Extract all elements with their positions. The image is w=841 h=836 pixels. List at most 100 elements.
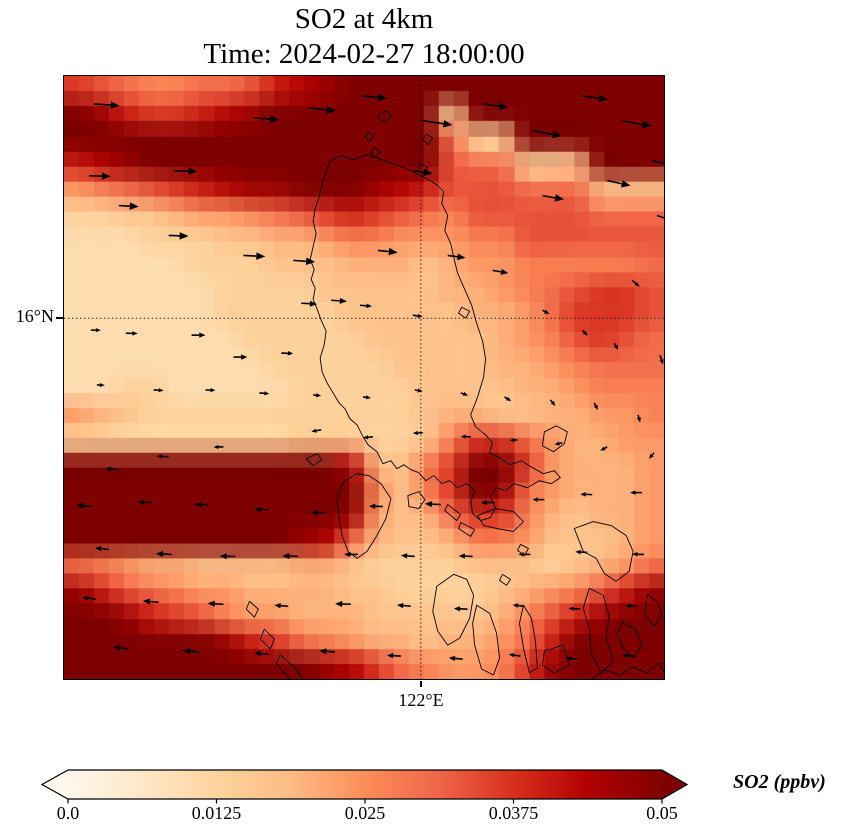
colorbar-tick-label: 0.0 (56, 803, 80, 823)
wind-arrow-head (423, 168, 433, 176)
wind-arrow-head (512, 603, 519, 608)
wind-arrow-head (95, 328, 101, 333)
wind-arrow-head (568, 606, 574, 612)
wind-arrow-head (287, 351, 294, 356)
wind-arrow-head (400, 553, 408, 559)
coastline (582, 587, 614, 674)
wind-arrow-shaft (651, 452, 655, 456)
map-axes (63, 75, 665, 680)
colorbar-tick-label: 0.0375 (488, 803, 539, 823)
wind-arrow-shaft (549, 399, 553, 403)
wind-arrow-head (256, 252, 266, 260)
wind-arrow-head (500, 268, 509, 275)
wind-arrow-head (417, 388, 423, 393)
wind-arrow-shaft (359, 304, 367, 307)
colorbar-bar (41, 769, 688, 800)
wind-arrow-head (315, 393, 322, 398)
wind-arrow-head (363, 435, 369, 440)
wind-arrow-shaft (593, 402, 597, 406)
wind-arrow-head (505, 396, 512, 402)
wind-arrow-shaft (308, 107, 328, 111)
latitude-tick-mark (56, 317, 63, 319)
coastline (458, 306, 471, 319)
wind-arrow-head (600, 446, 606, 451)
wind-arrow-head (254, 506, 261, 513)
wind-arrow-head (462, 391, 469, 396)
coastline (370, 147, 381, 159)
wind-arrow-head (424, 501, 433, 508)
coastline (644, 593, 663, 627)
coastline (458, 522, 476, 537)
wind-arrow-head (377, 93, 387, 102)
wind-arrow-head (158, 388, 164, 393)
wind-arrow-shaft (532, 130, 554, 136)
wind-arrow-shaft (93, 103, 111, 106)
wind-arrow-head (210, 388, 216, 393)
wind-arrow-head (621, 180, 631, 188)
wind-arrow-head (388, 247, 398, 256)
wind-arrow-head (137, 499, 145, 505)
coastline (364, 131, 375, 143)
wind-arrow-head (580, 492, 586, 497)
colorbar-tick-label: 0.05 (646, 803, 678, 823)
wind-arrow-shaft (631, 279, 637, 285)
coastline (422, 133, 434, 146)
wind-arrow-head (194, 501, 201, 508)
wind-arrow-head (213, 444, 219, 450)
wind-arrow-head (155, 550, 164, 557)
wind-arrow-shaft (362, 95, 378, 99)
wind-arrow-shaft (582, 95, 600, 100)
wind-arrow-head (110, 101, 120, 109)
latitude-tick-label: 16°N (15, 306, 54, 326)
wind-arrow-shaft (460, 392, 464, 395)
wind-arrow-head (636, 417, 641, 423)
wind-arrow-head (518, 552, 524, 557)
wind-arrow-head (305, 257, 316, 266)
wind-arrow-head (582, 330, 588, 336)
wind-arrow-head (386, 653, 394, 659)
wind-arrow-head (179, 232, 189, 240)
coastline (616, 621, 643, 659)
wind-arrow-head (368, 503, 376, 509)
wind-arrow-shaft (331, 299, 340, 302)
wind-arrow-head (613, 344, 619, 351)
wind-arrow-head (254, 650, 261, 657)
coastline (377, 110, 393, 123)
wind-arrow-head (554, 194, 564, 202)
coastline (259, 628, 275, 650)
wind-arrow-head (396, 602, 404, 609)
coastline (407, 491, 426, 510)
wind-arrow-shaft (513, 654, 521, 657)
wind-arrow-shaft (651, 159, 664, 165)
wind-arrow-shaft (570, 657, 578, 660)
wind-arrow-head (104, 466, 112, 472)
wind-arrow-head (622, 653, 628, 658)
coastline (275, 654, 303, 679)
wind-arrow-head (219, 553, 227, 560)
wind-arrow-head (593, 404, 598, 410)
wind-arrow-head (630, 490, 636, 495)
wind-arrow-shaft (280, 604, 289, 608)
wind-arrow-head (99, 382, 105, 388)
wind-arrow-head (142, 598, 151, 605)
longitude-tick-mark (420, 681, 422, 687)
wind-arrow-head (453, 606, 461, 612)
wind-arrow-shaft (403, 604, 411, 608)
wind-arrow-shaft (559, 442, 563, 445)
wind-arrow-shaft (377, 249, 389, 253)
wind-arrow-head (76, 502, 84, 509)
wind-arrow-shaft (189, 650, 199, 653)
wind-arrow-head (319, 648, 327, 655)
coastline (444, 504, 462, 521)
wind-arrow-head (448, 655, 456, 662)
wind-arrow-head (550, 400, 556, 407)
coastline (499, 573, 511, 586)
wind-arrow-shaft (613, 342, 617, 347)
wind-arrow-head (457, 253, 466, 261)
wind-arrow-shaft (149, 600, 159, 604)
wind-arrow-head (412, 430, 418, 436)
wind-arrow-shaft (659, 354, 663, 361)
map-overlay (64, 76, 664, 679)
wind-arrow-head (94, 546, 102, 552)
